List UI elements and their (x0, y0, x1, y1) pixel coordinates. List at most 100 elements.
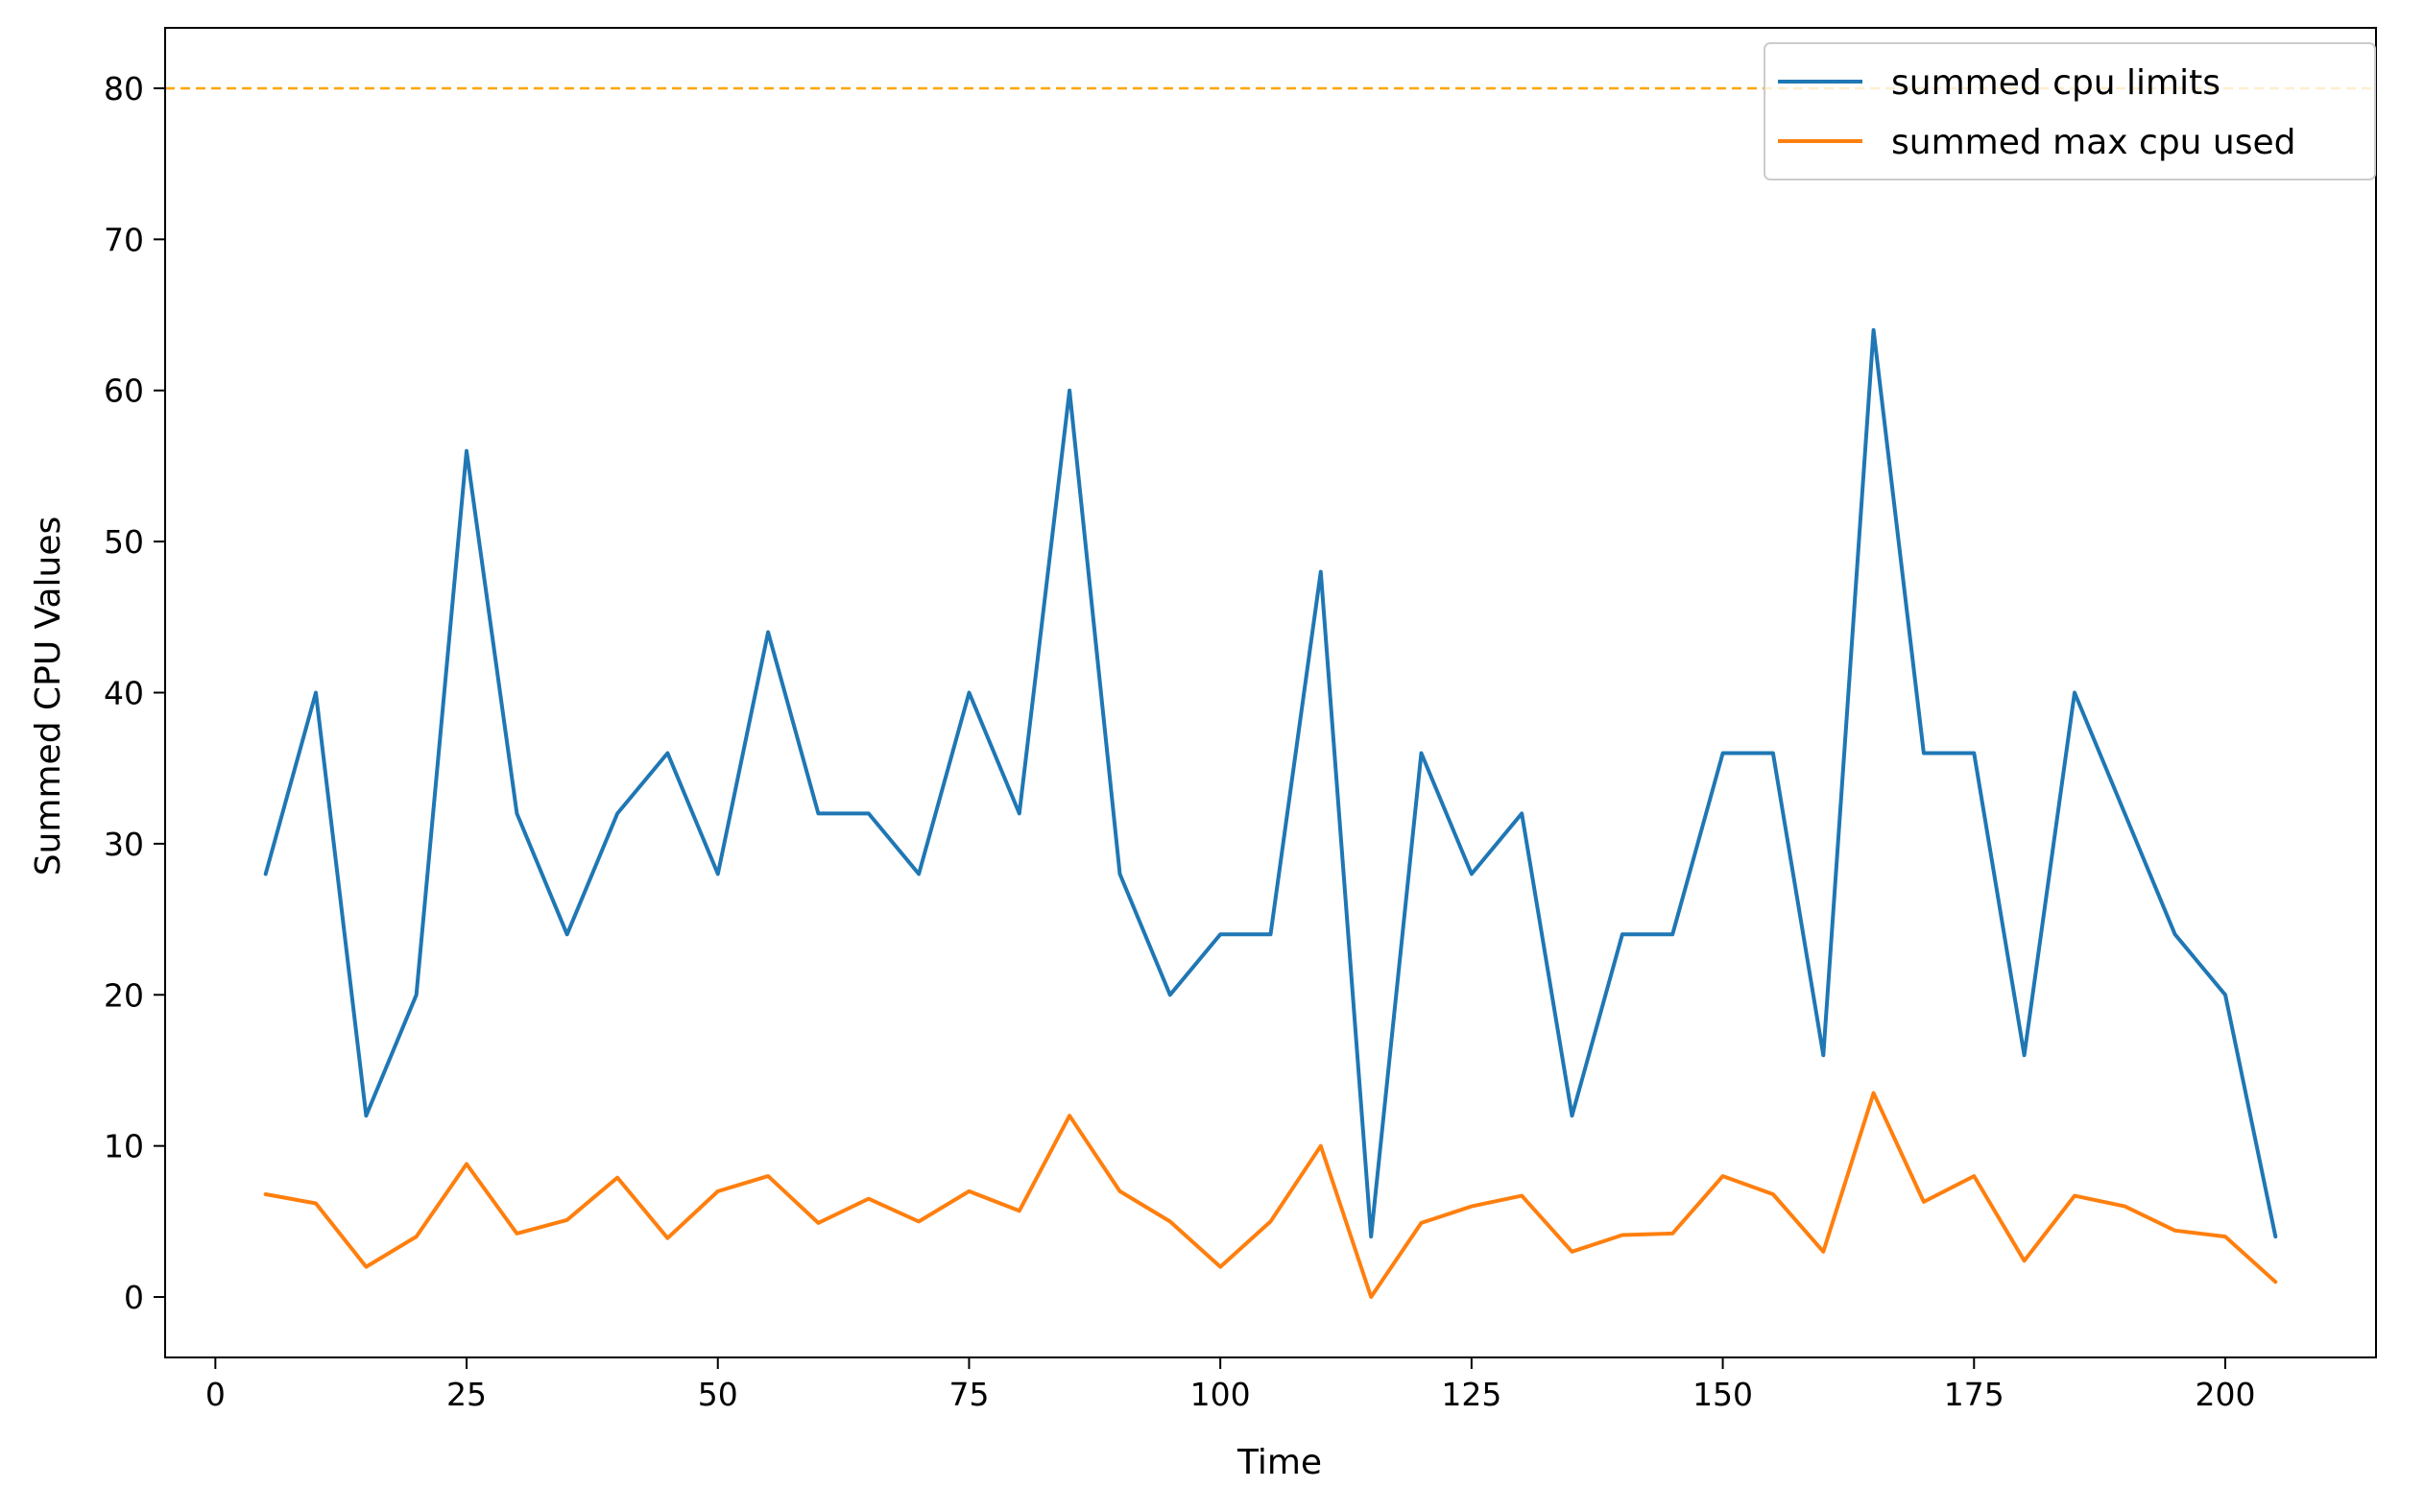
data-point-summed-cpu-limits (314, 691, 318, 695)
data-point-summed-max-cpu-used (766, 1174, 770, 1178)
data-point-summed-max-cpu-used (665, 1236, 669, 1240)
series-lines (263, 327, 2278, 1299)
data-point-summed-max-cpu-used (1018, 1209, 1021, 1212)
x-tick-label: 100 (1190, 1376, 1251, 1413)
x-tick-label: 0 (205, 1376, 226, 1413)
y-tick-label: 0 (124, 1279, 144, 1316)
data-point-summed-cpu-limits (1670, 932, 1674, 936)
data-point-summed-max-cpu-used (264, 1192, 268, 1196)
data-point-summed-cpu-limits (615, 811, 619, 815)
x-tick-label: 175 (1944, 1376, 2004, 1413)
data-point-summed-max-cpu-used (1670, 1232, 1674, 1236)
data-point-summed-max-cpu-used (816, 1221, 820, 1225)
data-point-summed-max-cpu-used (867, 1197, 871, 1201)
data-point-summed-max-cpu-used (1117, 1189, 1121, 1193)
data-point-summed-max-cpu-used (565, 1218, 569, 1222)
y-tick-label: 10 (104, 1128, 144, 1165)
data-point-summed-cpu-limits (1872, 328, 1876, 332)
series-line-summed-max-cpu-used (263, 1091, 2278, 1299)
x-axis-label: Time (1236, 1443, 1322, 1482)
data-point-summed-cpu-limits (1218, 932, 1222, 936)
data-point-summed-max-cpu-used (1972, 1174, 1976, 1178)
data-point-summed-cpu-limits (1319, 570, 1323, 574)
data-point-summed-cpu-limits (1922, 751, 1926, 755)
data-point-summed-cpu-limits (967, 691, 971, 695)
data-point-summed-max-cpu-used (2173, 1229, 2177, 1233)
x-tick-label: 75 (948, 1376, 989, 1413)
data-point-summed-max-cpu-used (2023, 1259, 2027, 1262)
y-tick-label: 40 (104, 675, 144, 712)
data-point-summed-cpu-limits (867, 811, 871, 815)
data-point-summed-max-cpu-used (1872, 1092, 1876, 1095)
data-point-summed-max-cpu-used (1420, 1221, 1424, 1225)
data-point-summed-max-cpu-used (1068, 1114, 1071, 1117)
data-point-summed-max-cpu-used (1319, 1144, 1323, 1148)
data-point-summed-max-cpu-used (1470, 1205, 1474, 1209)
data-point-summed-cpu-limits (364, 1114, 368, 1117)
data-point-summed-max-cpu-used (2223, 1235, 2227, 1238)
data-point-summed-cpu-limits (1620, 932, 1624, 936)
data-point-summed-max-cpu-used (1821, 1250, 1825, 1254)
data-point-summed-cpu-limits (264, 872, 268, 876)
data-point-summed-cpu-limits (2023, 1053, 2027, 1057)
x-axis-ticks: 0 25 50 75 100 125 150 175 200 (205, 1357, 2255, 1413)
data-point-summed-max-cpu-used (1620, 1234, 1624, 1237)
y-tick-label: 30 (104, 826, 144, 863)
data-point-summed-max-cpu-used (917, 1219, 921, 1223)
data-point-summed-max-cpu-used (415, 1235, 419, 1238)
legend-box (1764, 42, 2376, 180)
x-tick-label: 125 (1441, 1376, 1501, 1413)
data-point-summed-max-cpu-used (1721, 1174, 1725, 1178)
data-point-summed-max-cpu-used (1771, 1192, 1775, 1196)
data-point-summed-cpu-limits (2173, 932, 2177, 936)
legend: summed cpu limits summed max cpu used (1764, 42, 2376, 180)
y-tick-label: 20 (104, 976, 144, 1014)
data-point-summed-max-cpu-used (2073, 1194, 2076, 1198)
data-point-summed-cpu-limits (1470, 872, 1474, 876)
legend-label-cpu-limits: summed cpu limits (1891, 63, 2220, 103)
x-tick-label: 150 (1692, 1376, 1753, 1413)
data-point-summed-cpu-limits (2123, 811, 2126, 815)
data-point-summed-cpu-limits (766, 631, 770, 635)
data-point-summed-cpu-limits (1168, 993, 1172, 996)
series-line-summed-cpu-limits (263, 327, 2278, 1239)
data-point-summed-cpu-limits (515, 811, 518, 815)
y-tick-label: 50 (104, 523, 144, 561)
data-point-summed-max-cpu-used (1571, 1250, 1574, 1254)
y-tick-label: 80 (104, 70, 144, 108)
data-point-summed-max-cpu-used (1520, 1194, 1524, 1198)
data-point-summed-cpu-limits (415, 993, 419, 996)
data-point-summed-cpu-limits (465, 449, 468, 453)
x-tick-label: 50 (698, 1376, 738, 1413)
data-point-summed-max-cpu-used (2123, 1205, 2126, 1209)
data-point-summed-max-cpu-used (465, 1163, 468, 1166)
data-point-summed-max-cpu-used (1369, 1295, 1373, 1299)
data-point-summed-cpu-limits (1117, 872, 1121, 876)
data-point-summed-max-cpu-used (2273, 1280, 2277, 1284)
data-point-summed-cpu-limits (1972, 751, 1976, 755)
x-tick-label: 25 (446, 1376, 487, 1413)
data-point-summed-cpu-limits (1821, 1053, 1825, 1057)
data-point-summed-cpu-limits (1269, 932, 1273, 936)
data-point-summed-cpu-limits (2073, 691, 2076, 695)
y-axis-label: Summed CPU Values (29, 516, 68, 876)
data-point-summed-max-cpu-used (515, 1232, 518, 1236)
x-tick-label: 200 (2195, 1376, 2255, 1413)
data-point-summed-cpu-limits (1771, 751, 1775, 755)
data-point-summed-max-cpu-used (967, 1189, 971, 1193)
y-axis-ticks: 0 10 20 30 40 50 60 70 80 (104, 70, 165, 1316)
data-point-summed-cpu-limits (816, 811, 820, 815)
data-point-summed-cpu-limits (665, 751, 669, 755)
data-point-summed-cpu-limits (2223, 993, 2227, 996)
plot-area (165, 28, 2376, 1357)
data-point-summed-cpu-limits (1068, 389, 1071, 393)
data-point-summed-max-cpu-used (615, 1176, 619, 1180)
data-point-summed-cpu-limits (565, 932, 569, 936)
data-point-summed-max-cpu-used (1218, 1265, 1222, 1269)
data-point-summed-cpu-limits (2273, 1235, 2277, 1238)
data-point-summed-cpu-limits (1571, 1114, 1574, 1117)
data-point-summed-cpu-limits (1369, 1235, 1373, 1238)
data-point-summed-max-cpu-used (716, 1189, 720, 1193)
data-point-summed-max-cpu-used (1168, 1219, 1172, 1223)
data-point-summed-cpu-limits (1018, 811, 1021, 815)
